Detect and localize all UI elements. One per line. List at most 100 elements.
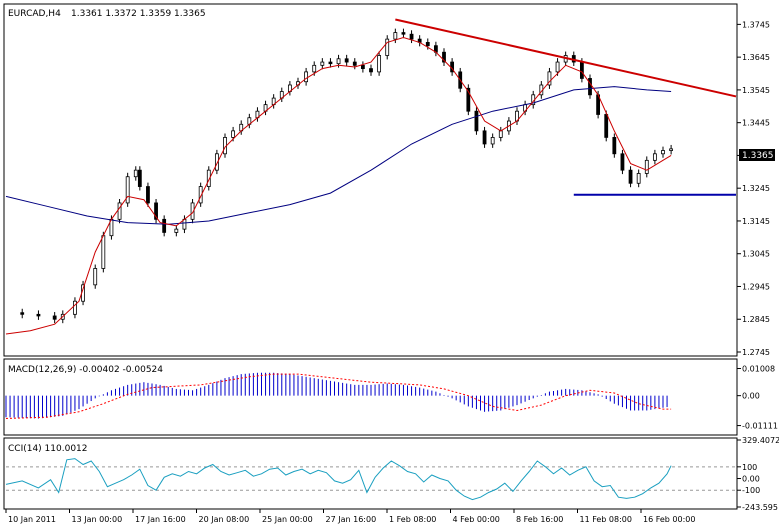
candle-body <box>214 153 219 171</box>
candle-body <box>652 153 657 161</box>
candle-body <box>117 202 122 220</box>
candle-body <box>579 61 584 79</box>
macd-tick-label: 0.01008 <box>742 365 775 374</box>
candle-body <box>636 173 641 184</box>
candle-body <box>154 202 158 220</box>
price-panel-frame <box>3 3 738 357</box>
time-tick-label: 17 Jan 16:00 <box>135 515 186 524</box>
candle-body <box>588 78 592 96</box>
candle-body <box>312 64 317 73</box>
candle-body <box>612 137 617 155</box>
cci-panel-frame <box>3 437 738 510</box>
candle-body <box>369 68 373 73</box>
candle-body <box>628 169 633 184</box>
candle-body <box>320 61 325 66</box>
price-tick-label: 1.2845 <box>742 315 770 324</box>
candle-body <box>393 32 398 40</box>
candle-body <box>133 169 138 178</box>
cci-line <box>5 458 672 501</box>
candle-body <box>162 218 167 233</box>
chart-symbol-label: EURCAD,H4 <box>8 9 61 19</box>
cci-tick-label: 329.4072 <box>742 436 779 445</box>
candle-body <box>385 38 390 56</box>
candle-body <box>36 313 41 317</box>
price-tick-label: 1.3545 <box>742 86 770 95</box>
time-tick-label: 1 Feb 08:00 <box>389 515 436 524</box>
candle-body <box>198 186 203 204</box>
cci-tick-label: 0.00 <box>742 475 760 484</box>
price-tick-label: 1.3145 <box>742 217 770 226</box>
current-price-marker <box>739 149 775 161</box>
candle-body <box>498 130 503 138</box>
cci-tick-label: 100 <box>742 463 757 472</box>
price-series-layer <box>5 18 737 335</box>
current-price-label: 1.3365 <box>742 151 774 161</box>
price-tick-label: 1.2745 <box>742 348 770 357</box>
candle-body <box>669 148 674 151</box>
candle-body <box>336 58 341 65</box>
candle-body <box>474 110 479 132</box>
candle-body <box>20 312 25 315</box>
price-tick-label: 1.3245 <box>742 184 770 193</box>
macd-signal-line <box>5 373 672 419</box>
price-tick-label: 1.3445 <box>742 119 770 128</box>
candle-body <box>401 32 406 35</box>
candle-body <box>146 186 150 204</box>
cci-series-layer <box>5 458 736 501</box>
price-tick-label: 1.2945 <box>742 282 770 291</box>
candle-body <box>344 58 349 63</box>
candle-body <box>620 153 625 171</box>
candle-body <box>328 61 333 65</box>
price-tick-label: 1.3745 <box>742 20 770 29</box>
candle-body <box>174 228 179 233</box>
candle-body <box>547 71 552 86</box>
macd-series-layer <box>5 372 672 419</box>
candle-body <box>644 159 649 174</box>
time-tick-label: 16 Feb 00:00 <box>643 515 695 524</box>
slow-moving-average-line <box>5 86 672 225</box>
chart-ohlc-values: 1.3361 1.3372 1.3359 1.3365 <box>71 9 206 19</box>
candle-body <box>190 202 195 220</box>
axes-layer: 1.37451.36451.35451.34451.33451.32451.31… <box>5 20 779 524</box>
time-tick-label: 27 Jan 16:00 <box>326 515 377 524</box>
time-tick-label: 11 Feb 08:00 <box>580 515 632 524</box>
candle-body <box>555 61 560 73</box>
macd-label: MACD(12,26,9) -0.00402 -0.00524 <box>8 365 163 375</box>
price-tick-label: 1.3045 <box>742 250 770 259</box>
cci-label: CCI(14) 110.0012 <box>8 444 88 454</box>
candle-body <box>206 169 211 187</box>
macd-tick-label: 0.00 <box>742 392 760 401</box>
candle-body <box>125 176 130 204</box>
candle-body <box>466 87 471 112</box>
candle-body <box>137 169 142 187</box>
candle-body <box>442 51 446 63</box>
time-tick-label: 25 Jan 00:00 <box>262 515 313 524</box>
candle-body <box>93 268 98 286</box>
candle-body <box>377 55 382 73</box>
candle-body <box>231 130 236 138</box>
candle-body <box>490 137 495 145</box>
candle-body <box>304 71 309 83</box>
candle-body <box>482 130 487 145</box>
candle-body <box>409 33 414 40</box>
candle-body <box>604 114 609 138</box>
fast-moving-average-line <box>5 36 672 335</box>
cci-tick-label: -100 <box>742 486 760 495</box>
candle-body <box>360 64 365 70</box>
candle-body <box>73 300 77 315</box>
time-tick-label: 4 Feb 00:00 <box>453 515 500 524</box>
candle-body <box>352 61 357 66</box>
macd-tick-label: -0.01111 <box>742 422 778 431</box>
candle-body <box>661 150 665 155</box>
time-tick-label: 13 Jan 00:00 <box>72 515 123 524</box>
candle-body <box>425 42 430 47</box>
candle-body <box>101 235 106 269</box>
resistance-trendline <box>395 18 737 98</box>
time-tick-label: 10 Jan 2011 <box>8 515 56 524</box>
time-tick-label: 8 Feb 16:00 <box>516 515 563 524</box>
candle-body <box>52 315 57 320</box>
time-tick-label: 20 Jan 08:00 <box>199 515 250 524</box>
cci-tick-label: -243.595 <box>742 503 778 512</box>
